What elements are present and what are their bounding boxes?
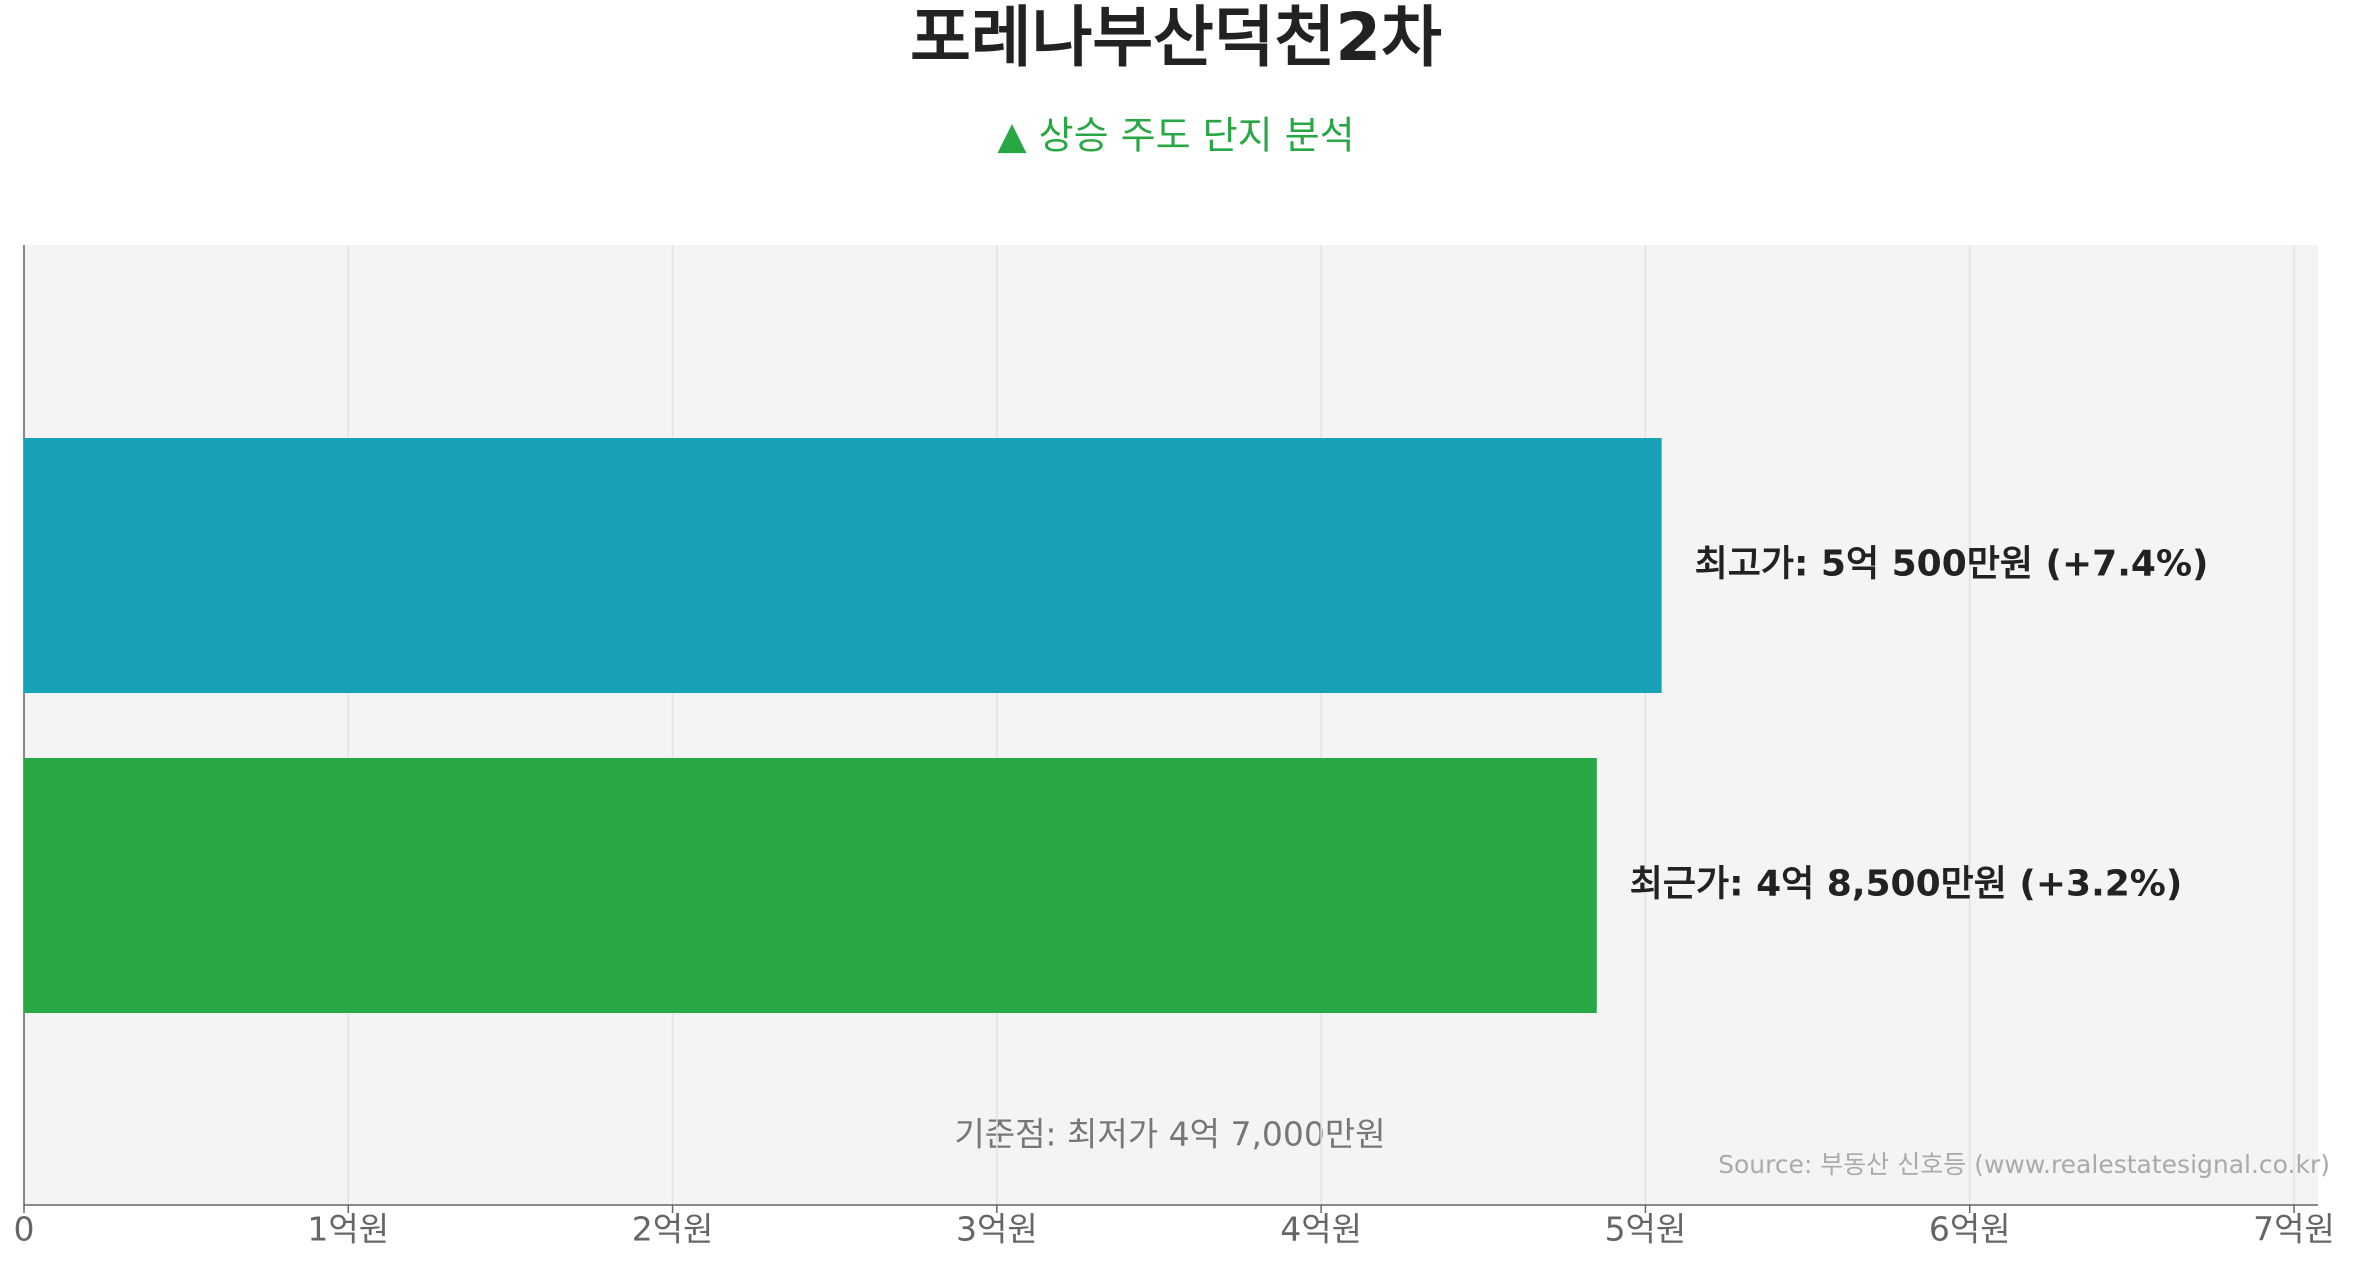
x-tick-label: 4억원 (1280, 1210, 1362, 1249)
x-tick-label: 7억원 (2253, 1210, 2335, 1249)
chart-subtitle: ▲ 상승 주도 단지 분석 (997, 114, 1354, 158)
annotation: 기준점: 최저가 4억 7,000만원 (954, 1115, 1385, 1154)
source: Source: 부동산 신호등 (www.realestatesignal.co… (1718, 1150, 2330, 1179)
x-tick-label: 6억원 (1929, 1210, 2011, 1249)
x-tick-label: 5억원 (1605, 1210, 1687, 1249)
plot-area (24, 245, 2318, 1205)
x-tick-label: 3억원 (956, 1210, 1038, 1249)
x-tick-label: 2억원 (632, 1210, 714, 1249)
value-label: 최근가: 4억 8,500만원 (+3.2%) (1630, 864, 2183, 905)
x-tick-label: 0 (14, 1210, 35, 1249)
bar (24, 758, 1597, 1013)
value-label: 최고가: 5억 500만원 (+7.4%) (1695, 544, 2209, 585)
bar (24, 438, 1662, 693)
chart-title: 포레나부산덕천2차 (910, 0, 1442, 76)
x-tick-label: 1억원 (307, 1210, 389, 1249)
